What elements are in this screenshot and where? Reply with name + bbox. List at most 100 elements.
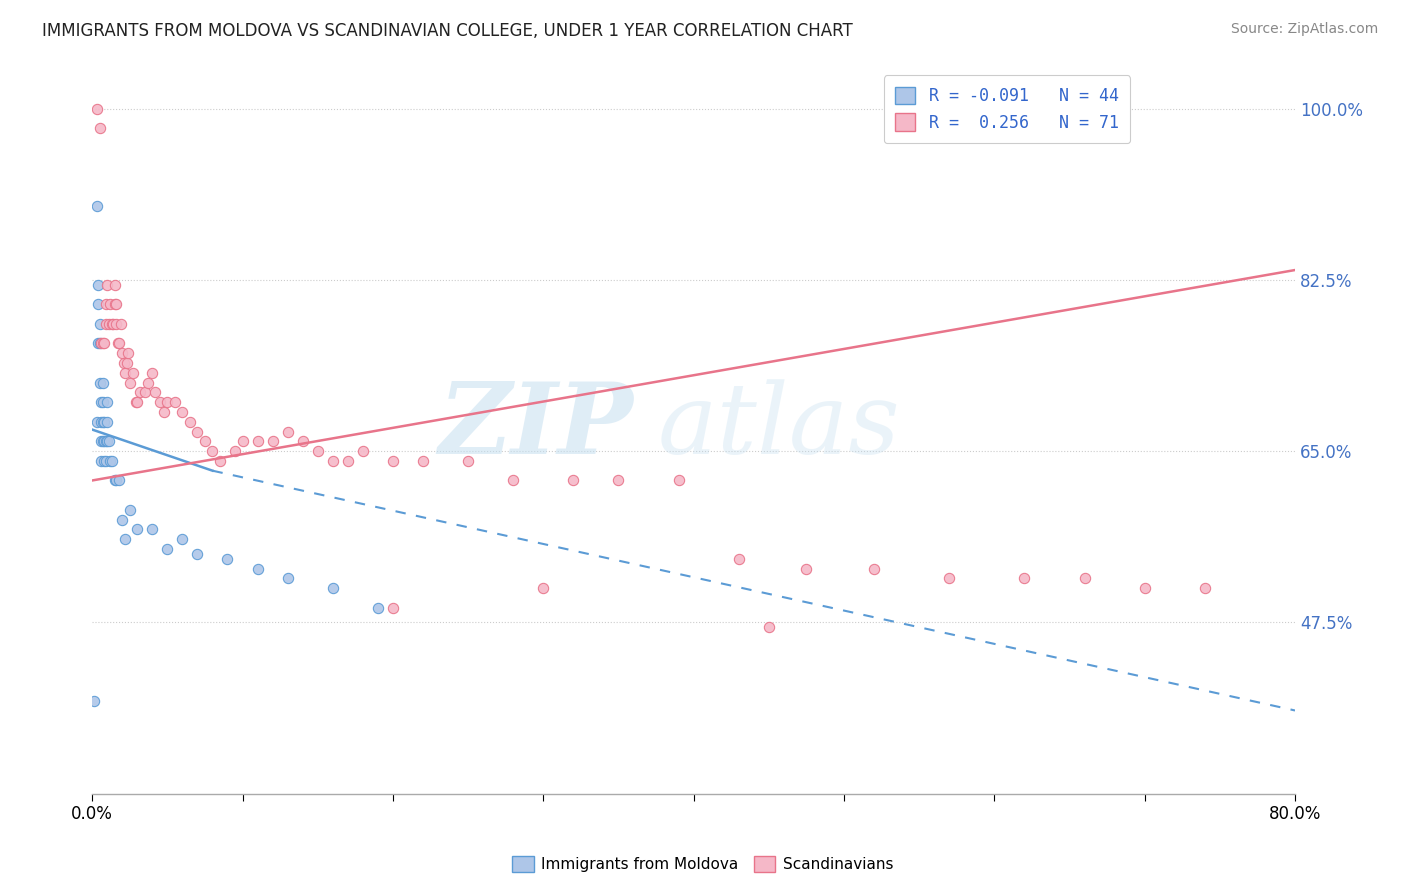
Point bbox=[91, 336, 114, 351]
Point bbox=[100, 317, 122, 331]
Point bbox=[86, 199, 108, 213]
Point bbox=[336, 454, 359, 468]
Text: Source: ZipAtlas.com: Source: ZipAtlas.com bbox=[1230, 22, 1378, 37]
Point bbox=[163, 395, 186, 409]
Point bbox=[179, 415, 201, 429]
Point bbox=[208, 454, 231, 468]
Point bbox=[121, 366, 143, 380]
Point bbox=[727, 551, 749, 566]
Point bbox=[115, 356, 138, 370]
Point bbox=[111, 346, 134, 360]
Point bbox=[277, 425, 299, 439]
Point bbox=[1073, 571, 1095, 585]
Point bbox=[90, 415, 112, 429]
Point bbox=[107, 336, 129, 351]
Point bbox=[91, 434, 114, 449]
Point bbox=[93, 415, 115, 429]
Point bbox=[796, 561, 818, 575]
Point bbox=[94, 434, 117, 449]
Point bbox=[156, 395, 179, 409]
Point bbox=[91, 376, 114, 390]
Point bbox=[863, 561, 886, 575]
Point bbox=[96, 277, 118, 292]
Point bbox=[89, 376, 111, 390]
Point bbox=[322, 581, 344, 595]
Point bbox=[104, 277, 127, 292]
Point bbox=[134, 385, 156, 400]
Point bbox=[172, 405, 194, 419]
Point bbox=[201, 444, 224, 458]
Point bbox=[108, 336, 131, 351]
Point bbox=[89, 317, 111, 331]
Point bbox=[1194, 581, 1216, 595]
Point bbox=[86, 415, 108, 429]
Point bbox=[93, 336, 115, 351]
Point bbox=[103, 317, 125, 331]
Text: IMMIGRANTS FROM MOLDOVA VS SCANDINAVIAN COLLEGE, UNDER 1 YEAR CORRELATION CHART: IMMIGRANTS FROM MOLDOVA VS SCANDINAVIAN … bbox=[42, 22, 853, 40]
Point bbox=[89, 121, 111, 136]
Point bbox=[381, 600, 404, 615]
Point bbox=[90, 395, 112, 409]
Legend: R = -0.091   N = 44, R =  0.256   N = 71: R = -0.091 N = 44, R = 0.256 N = 71 bbox=[883, 75, 1130, 144]
Point bbox=[307, 444, 329, 458]
Point bbox=[938, 571, 960, 585]
Point bbox=[186, 547, 208, 561]
Point bbox=[186, 425, 208, 439]
Point bbox=[758, 620, 780, 634]
Point bbox=[412, 454, 434, 468]
Point bbox=[457, 454, 479, 468]
Point bbox=[93, 454, 115, 468]
Point bbox=[93, 434, 115, 449]
Point bbox=[607, 474, 630, 488]
Text: ZIP: ZIP bbox=[439, 378, 634, 475]
Point bbox=[136, 376, 159, 390]
Point bbox=[531, 581, 554, 595]
Point bbox=[117, 346, 139, 360]
Point bbox=[90, 336, 112, 351]
Point bbox=[1014, 571, 1036, 585]
Point bbox=[87, 336, 110, 351]
Point bbox=[114, 532, 136, 546]
Point bbox=[94, 297, 117, 311]
Point bbox=[322, 454, 344, 468]
Point bbox=[118, 376, 141, 390]
Legend: Immigrants from Moldova, Scandinavians: Immigrants from Moldova, Scandinavians bbox=[505, 848, 901, 880]
Point bbox=[98, 454, 121, 468]
Point bbox=[141, 523, 163, 537]
Point bbox=[105, 317, 128, 331]
Point bbox=[125, 395, 148, 409]
Point bbox=[217, 551, 239, 566]
Point bbox=[118, 503, 141, 517]
Point bbox=[114, 366, 136, 380]
Point bbox=[291, 434, 314, 449]
Point bbox=[668, 474, 690, 488]
Point bbox=[127, 523, 149, 537]
Point bbox=[262, 434, 284, 449]
Point bbox=[89, 336, 111, 351]
Point bbox=[97, 434, 120, 449]
Text: atlas: atlas bbox=[658, 379, 900, 475]
Point bbox=[1133, 581, 1156, 595]
Point bbox=[96, 395, 118, 409]
Point bbox=[367, 600, 389, 615]
Point bbox=[104, 297, 127, 311]
Point bbox=[381, 454, 404, 468]
Point bbox=[87, 297, 110, 311]
Point bbox=[100, 454, 122, 468]
Point bbox=[97, 317, 120, 331]
Point bbox=[141, 366, 163, 380]
Point bbox=[96, 434, 118, 449]
Point bbox=[224, 444, 246, 458]
Point bbox=[156, 541, 179, 556]
Point bbox=[94, 317, 117, 331]
Point bbox=[91, 395, 114, 409]
Point bbox=[562, 474, 585, 488]
Point bbox=[83, 694, 105, 708]
Point bbox=[94, 454, 117, 468]
Point bbox=[90, 434, 112, 449]
Point bbox=[87, 277, 110, 292]
Point bbox=[110, 317, 132, 331]
Point bbox=[96, 415, 118, 429]
Point bbox=[172, 532, 194, 546]
Point bbox=[104, 474, 127, 488]
